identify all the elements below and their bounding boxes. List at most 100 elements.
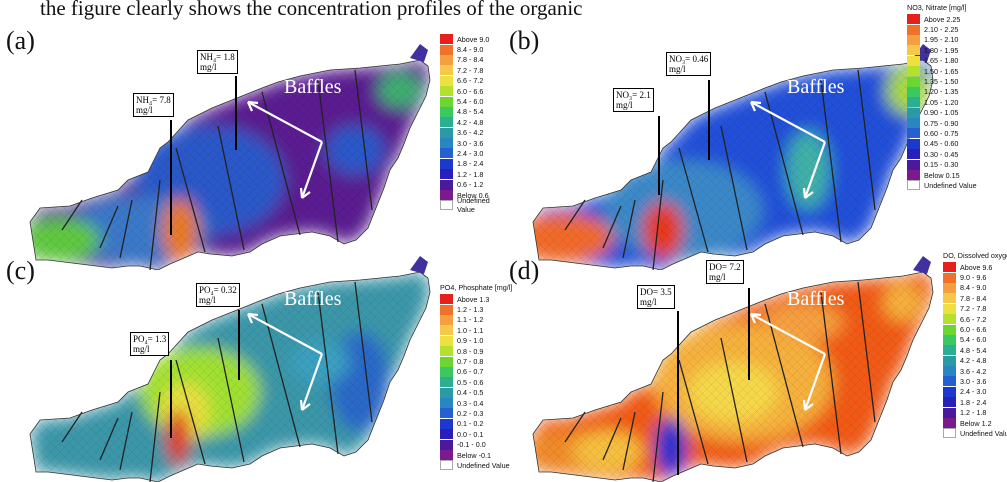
legend-item: 8.4 - 9.0 xyxy=(943,283,1007,293)
legend-swatch xyxy=(440,419,453,429)
legend-label: 0.90 - 1.05 xyxy=(924,108,958,117)
legend-label: 1.8 - 2.4 xyxy=(457,159,483,168)
legend-item: 0.45 - 0.60 xyxy=(907,139,977,149)
legend-item: Undefined Value xyxy=(907,180,977,190)
legend-title: PO4, Phosphate [mg/l] xyxy=(440,284,512,292)
legend-item: 7.2 - 7.8 xyxy=(943,304,1007,314)
legend-label: 1.1 - 1.2 xyxy=(457,315,483,324)
legend-label: 1.20 - 1.35 xyxy=(924,87,958,96)
legend-label: 7.8 - 8.4 xyxy=(457,55,483,64)
callout-unit: mg/l xyxy=(200,62,235,72)
legend-label: 0.7 - 0.8 xyxy=(457,357,483,366)
legend-item: 5.4 - 6.0 xyxy=(943,335,1007,345)
callout-leader xyxy=(677,311,679,475)
legend-item: 0.90 - 1.05 xyxy=(907,108,977,118)
legend-item: 0.75 - 0.90 xyxy=(907,118,977,128)
legend-swatch xyxy=(943,325,956,335)
legend-item: 1.0 - 1.1 xyxy=(440,325,512,335)
legend-swatch xyxy=(440,107,453,117)
legend-item: 1.80 - 1.95 xyxy=(907,45,977,55)
legend-label: 1.50 - 1.65 xyxy=(924,67,958,76)
legend-label: 0.30 - 0.45 xyxy=(924,150,958,159)
callout-value: PO₄= 1.3 xyxy=(133,334,166,344)
legend-label: Below -0.1 xyxy=(457,451,491,460)
legend-swatch xyxy=(440,65,453,75)
legend-item: 7.8 - 8.4 xyxy=(440,55,503,65)
legend-label: 5.4 - 6.0 xyxy=(960,335,986,344)
legend-swatch xyxy=(907,118,920,128)
legend-label: 3.6 - 4.2 xyxy=(457,128,483,137)
legend-label: 1.2 - 1.8 xyxy=(960,408,986,417)
panel-c: (c) Baffles PO₄= 1.3 mg/l PO₄= 0.32 mg/l PO4,… xyxy=(0,240,503,480)
callout-unit: mg/l xyxy=(199,295,237,305)
legend-label: 2.4 - 3.0 xyxy=(960,387,986,396)
legend-item: 4.8 - 5.4 xyxy=(943,345,1007,355)
legend-swatch xyxy=(440,325,453,335)
callout-unit: mg/l xyxy=(640,297,672,307)
legend-item: 3.6 - 4.2 xyxy=(943,366,1007,376)
legend-item: 0.30 - 0.45 xyxy=(907,149,977,159)
legend-label: 1.8 - 2.4 xyxy=(960,398,986,407)
contour-map xyxy=(0,242,440,482)
legend-item: Above 9.0 xyxy=(440,34,503,44)
legend-label: 1.2 - 1.8 xyxy=(457,170,483,179)
legend-swatch xyxy=(907,108,920,118)
legend-label: 2.4 - 3.0 xyxy=(457,149,483,158)
legend-label: Above 9.6 xyxy=(960,263,992,272)
legend-swatch xyxy=(943,335,956,345)
legend-item: 1.65 - 1.80 xyxy=(907,56,977,66)
legend-item: 5.4 - 6.0 xyxy=(440,96,503,106)
legend-swatch xyxy=(943,366,956,376)
legend-item: 1.8 - 2.4 xyxy=(440,159,503,169)
legend-swatch xyxy=(440,34,453,44)
legend-item: 0.3 - 0.4 xyxy=(440,398,512,408)
callout-value: NO₃= 2.1 xyxy=(616,90,651,100)
contour-map xyxy=(503,30,943,270)
legend-label: 0.60 - 0.75 xyxy=(924,129,958,138)
legend-item: 0.6 - 0.7 xyxy=(440,367,512,377)
legend-swatch xyxy=(907,139,920,149)
legend-swatch xyxy=(440,180,453,190)
legend-item: 7.8 - 8.4 xyxy=(943,293,1007,303)
callout-unit: mg/l xyxy=(136,105,171,115)
legend-swatch xyxy=(907,77,920,87)
legend-swatch xyxy=(943,356,956,366)
legend-swatch xyxy=(943,376,956,386)
legend-item: Undefined Value xyxy=(440,200,503,210)
legend-label: 0.5 - 0.6 xyxy=(457,378,483,387)
legend-label: 8.4 - 9.0 xyxy=(960,283,986,292)
legend-item: 3.0 - 3.6 xyxy=(943,376,1007,386)
callout-leader xyxy=(708,80,710,160)
legend-label: 0.75 - 0.90 xyxy=(924,119,958,128)
legend-label: 0.0 - 0.1 xyxy=(457,430,483,439)
legend-item: 0.8 - 0.9 xyxy=(440,346,512,356)
legend-item: 3.6 - 4.2 xyxy=(440,128,503,138)
legend-item: 2.10 - 2.25 xyxy=(907,24,977,34)
legend-label: Undefined Value xyxy=(960,429,1007,438)
legend-label: 0.6 - 1.2 xyxy=(457,180,483,189)
legend-swatch xyxy=(440,377,453,387)
legend-item: Below 0.15 xyxy=(907,170,977,180)
legend-swatch xyxy=(440,388,453,398)
legend-label: 0.45 - 0.60 xyxy=(924,139,958,148)
legend-item: 7.2 - 7.8 xyxy=(440,65,503,75)
legend-label: 3.6 - 4.2 xyxy=(960,367,986,376)
legend-swatch xyxy=(907,170,920,180)
legend-swatch xyxy=(943,408,956,418)
legend-item: Undefined Value xyxy=(440,460,512,470)
legend-item: Above 1.3 xyxy=(440,294,512,304)
legend-item: 2.4 - 3.0 xyxy=(943,387,1007,397)
legend-swatch xyxy=(440,408,453,418)
legend-swatch xyxy=(907,149,920,159)
legend-swatch xyxy=(907,66,920,76)
legend: PO4, Phosphate [mg/l] Above 1.3 1.2 - 1.3 1… xyxy=(440,284,512,471)
callout-leader xyxy=(170,360,172,438)
legend-label: 4.8 - 5.4 xyxy=(457,107,483,116)
panel-d: (d) Baffles DO= 3.5 mg/l DO= 7.2 mg/l DO, Dis… xyxy=(503,240,1006,480)
legend-label: Undefined Value xyxy=(924,181,977,190)
legend-swatch xyxy=(440,190,453,200)
legend-label: Undefined Value xyxy=(457,196,503,214)
value-callout: NO₃= 2.1 mg/l xyxy=(613,88,654,112)
legend-swatch xyxy=(943,397,956,407)
legend-swatch xyxy=(440,200,453,210)
